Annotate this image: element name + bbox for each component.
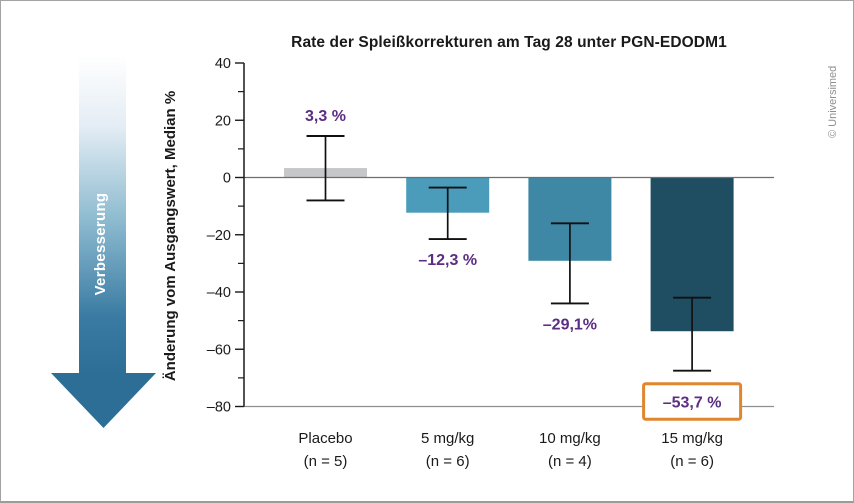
x-category-label: 15 mg/kg <box>661 430 723 447</box>
x-category-n-label: (n = 4) <box>548 453 592 470</box>
value-label: –29,1% <box>543 316 597 333</box>
y-tick-label: 40 <box>215 56 231 72</box>
x-category-n-label: (n = 6) <box>426 453 470 470</box>
x-category-n-label: (n = 6) <box>670 453 714 470</box>
y-tick-label: –40 <box>207 285 231 301</box>
value-label: –12,3 % <box>418 252 477 269</box>
arrow-head-icon <box>51 373 156 428</box>
y-tick-label: 0 <box>223 171 231 187</box>
value-label-highlighted: –53,7 % <box>663 395 722 412</box>
improvement-arrow-graphic <box>51 56 156 428</box>
x-category-label: 5 mg/kg <box>421 430 474 447</box>
x-category-label: 10 mg/kg <box>539 430 601 447</box>
copyright-watermark: © Universimed <box>827 65 839 138</box>
x-category-n-label: (n = 5) <box>304 453 348 470</box>
y-tick-label: –60 <box>207 342 231 358</box>
x-category-label: Placebo <box>298 430 352 447</box>
arrow-shaft <box>79 56 126 374</box>
chart-title: Rate der Spleißkorrekturen am Tag 28 unt… <box>291 34 727 51</box>
y-tick-label: 20 <box>215 113 231 129</box>
improvement-arrow <box>51 56 181 496</box>
highlight-box <box>642 382 743 421</box>
y-tick-label: –80 <box>207 400 231 416</box>
y-tick-label: –20 <box>207 228 231 244</box>
value-label: 3,3 % <box>305 108 346 125</box>
